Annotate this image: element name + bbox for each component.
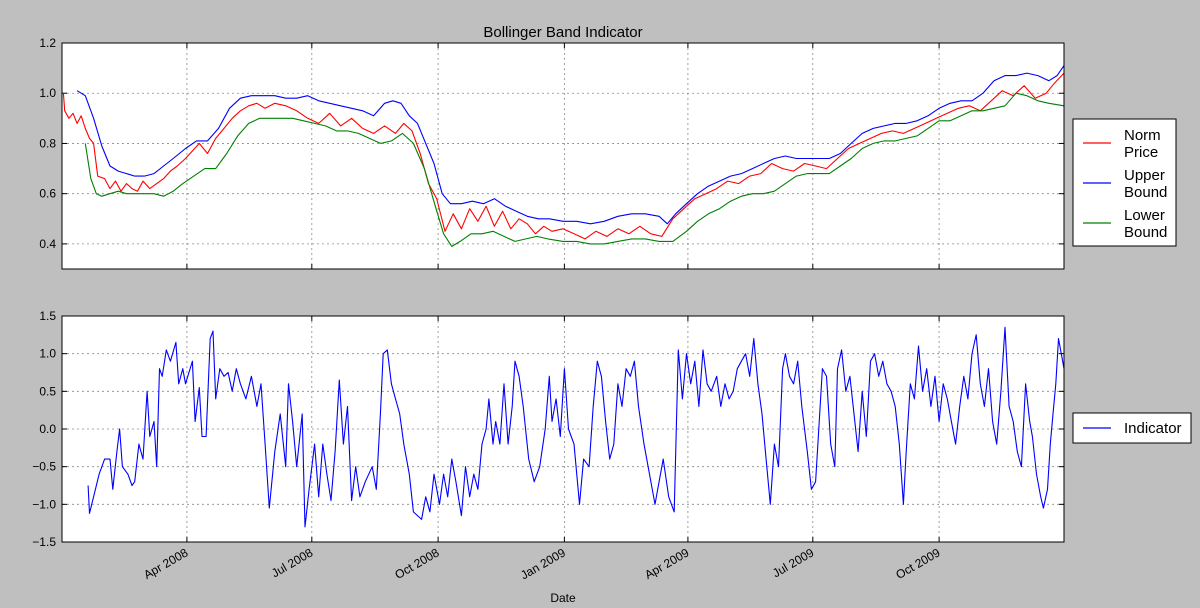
series-line-lower-bound <box>84 92 1065 247</box>
axes-frame <box>61 42 1065 270</box>
y-tick-label: 1.0 <box>39 347 56 361</box>
series-line-indicator <box>87 326 1065 528</box>
y-tick-label: −1.0 <box>32 497 56 511</box>
x-tick-label: Jan 2009 <box>518 545 568 582</box>
legend-label: Bound <box>1124 184 1167 201</box>
legend-label: Bound <box>1124 224 1167 241</box>
axes-1 <box>61 42 1065 270</box>
axes-2 <box>61 315 1065 543</box>
x-tick-label: Apr 2008 <box>141 545 190 582</box>
y-tick-label: 1.0 <box>39 86 56 100</box>
x-tick-label: Apr 2009 <box>642 545 691 582</box>
x-tick-label: Jul 2008 <box>269 545 316 580</box>
axes-frame <box>61 315 1065 543</box>
y-tick-label: 1.5 <box>39 309 56 323</box>
y-tick-label: −0.5 <box>32 460 56 474</box>
x-tick-label: Jul 2009 <box>770 545 817 580</box>
plot-area-1 <box>62 43 1064 269</box>
series-line-upper-bound <box>76 65 1065 225</box>
series-line-norm-price <box>62 72 1065 240</box>
y-tick-label: 0.6 <box>39 187 56 201</box>
legend-label: Indicator <box>1124 420 1182 437</box>
y-tick-label: 0.5 <box>39 384 56 398</box>
legend-label: Price <box>1124 144 1158 161</box>
legend-label: Lower <box>1124 207 1165 224</box>
legend-2: Indicator <box>1072 412 1192 444</box>
x-axis-label: Date <box>550 591 576 605</box>
y-tick-label: 0.8 <box>39 136 56 150</box>
x-tick-label: Oct 2009 <box>893 545 942 582</box>
legend-label: Norm <box>1124 127 1161 144</box>
x-tick-label: Oct 2008 <box>392 545 441 582</box>
y-tick-label: −1.5 <box>32 535 56 549</box>
y-tick-label: 0.0 <box>39 422 56 436</box>
y-tick-label: 0.4 <box>39 237 56 251</box>
y-tick-label: 1.2 <box>39 36 56 50</box>
legend-label: Upper <box>1124 167 1165 184</box>
chart-title: Bollinger Band Indicator <box>483 24 642 41</box>
